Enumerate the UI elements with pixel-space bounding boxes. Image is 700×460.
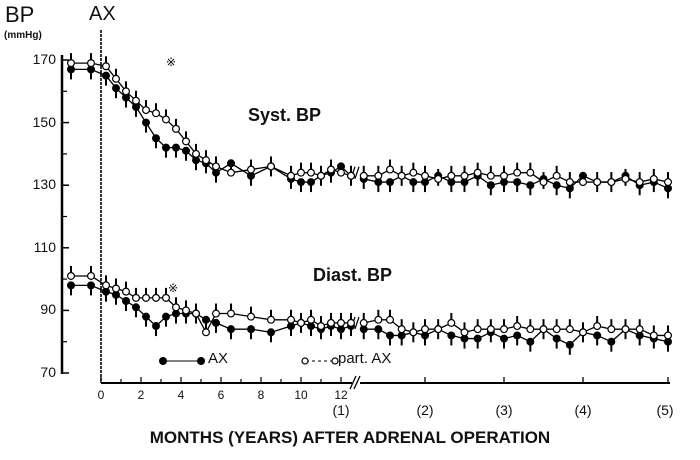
x-tick-year-5: (5) — [656, 402, 674, 418]
series-part-ax — [66, 53, 672, 187]
legend-ax-label: AX — [208, 350, 229, 367]
x-tick-10: 10 — [294, 388, 308, 402]
x-tick-6: 6 — [217, 388, 225, 402]
syst-bp-title: Syst. BP — [248, 105, 322, 125]
x-tick-year-2: (2) — [416, 402, 434, 418]
diast-bp-title: Diast. BP — [313, 265, 393, 285]
legend-part-ax-label: part. AX — [338, 350, 392, 367]
significance-marker-syst: ※ — [166, 55, 177, 69]
y-tick-150: 150 — [32, 114, 56, 130]
series-ax — [66, 65, 672, 199]
series-ax — [66, 281, 672, 355]
x-tick-year-4: (4) — [574, 402, 592, 418]
x-tick-year-3: (3) — [495, 402, 513, 418]
x-axis-title: MONTHS (YEARS) AFTER ADRENAL OPERATION — [149, 428, 551, 447]
y-tick-170: 170 — [32, 51, 56, 67]
operation-marker-label: AX — [89, 3, 116, 25]
significance-marker-diast: ※ — [168, 281, 179, 295]
y-tick-70: 70 — [40, 364, 56, 380]
x-tick-2: 2 — [137, 388, 145, 402]
legend-markers — [159, 357, 339, 365]
x-tick-8: 8 — [257, 388, 265, 402]
y-axis-unit: (mmHg) — [4, 30, 42, 41]
series-part-ax — [66, 265, 672, 340]
series-layer — [66, 53, 672, 355]
y-tick-130: 130 — [32, 176, 56, 192]
x-tick-4: 4 — [177, 388, 185, 402]
axes — [60, 30, 670, 390]
x-tick-0: 0 — [97, 388, 105, 402]
x-tick-12: 12 — [334, 388, 348, 402]
y-tick-90: 90 — [40, 301, 56, 317]
y-tick-110: 110 — [33, 239, 56, 255]
y-axis-title: BP — [5, 2, 35, 27]
x-tick-year-1: (1) — [332, 402, 350, 418]
